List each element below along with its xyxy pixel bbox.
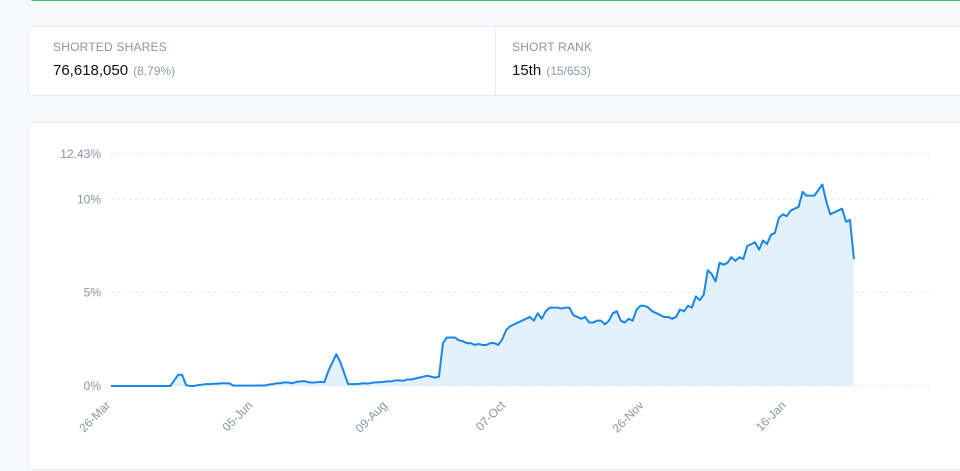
x-tick-label: 05-Jun — [220, 398, 256, 434]
short-interest-chart-card: 0% 5% 10% 12.43% 26-Mar 05-Jun 09-Aug 07-Oct 26… — [28, 122, 960, 470]
short-rank-row: 15th (15/653) — [512, 62, 960, 79]
shorted-shares-row: 76,618,050 (8.79%) — [53, 62, 495, 79]
chart-series-line[interactable] — [111, 183, 855, 387]
short-stats-card: SHORTED SHARES 76,618,050 (8.79%) SHORT … — [28, 26, 960, 96]
y-tick-label: 0% — [84, 379, 102, 393]
short-interest-chart[interactable]: 0%5%10%12.43% 26-Mar 05-Jun 09-Aug 07-Oct 26… — [29, 123, 960, 471]
shorted-shares-value: 76,618,050 — [53, 62, 129, 79]
x-axis-ticks: 26-Mar 05-Jun 09-Aug 07-Oct 26-Nov 16-Jan — [76, 398, 789, 436]
top-card-edge — [28, 0, 960, 1]
short-rank-value: 15th — [512, 62, 542, 79]
shorted-shares-stat: SHORTED SHARES 76,618,050 (8.79%) — [29, 27, 496, 95]
y-tick-label: 12.43% — [60, 147, 101, 161]
y-axis-ticks: 0% 5% 10% 12.43% — [60, 147, 101, 393]
short-rank-detail: (15/653) — [546, 64, 591, 78]
y-tick-label: 10% — [77, 192, 101, 206]
y-tick-label: 5% — [84, 286, 102, 300]
short-rank-label: SHORT RANK — [512, 40, 593, 54]
short-rank-stat: SHORT RANK 15th (15/653) — [496, 27, 960, 95]
shorted-shares-label: SHORTED SHARES — [53, 40, 167, 54]
x-tick-label: 26-Nov — [609, 398, 646, 435]
chart-area-fill — [111, 184, 854, 386]
x-tick-label: 16-Jan — [753, 398, 789, 434]
shorted-shares-percent: (8.79%) — [133, 64, 176, 78]
x-tick-label: 26-Mar — [76, 398, 113, 435]
x-tick-label: 07-Oct — [473, 398, 509, 434]
x-tick-label: 09-Aug — [352, 398, 389, 435]
